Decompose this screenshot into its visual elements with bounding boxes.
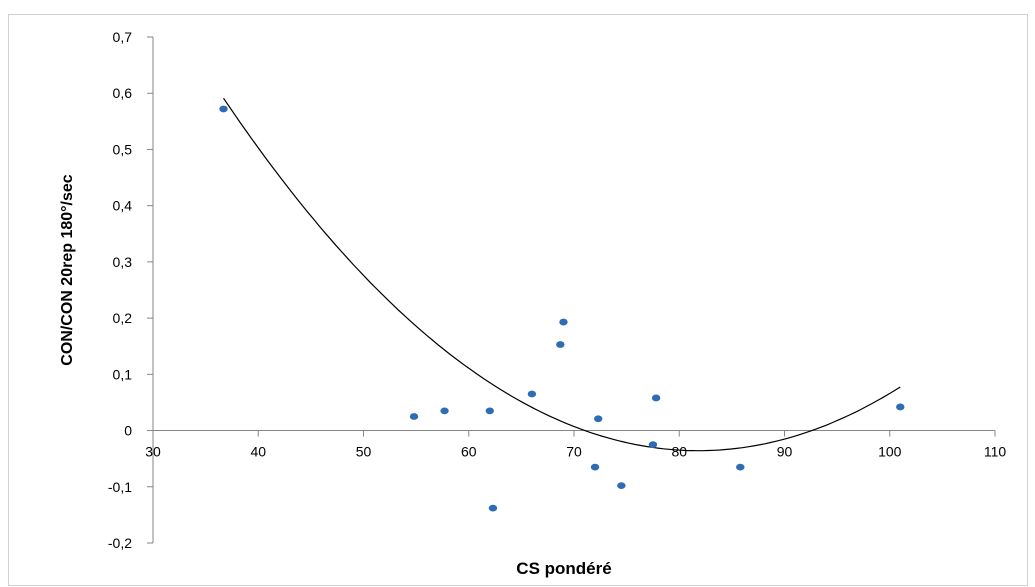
y-tick-label: 0,3 [113,254,133,270]
trendline-group [223,97,901,452]
y-tick-label: -0,2 [108,535,132,551]
y-tick-label: 0,7 [113,29,133,45]
y-tick-label: 0,5 [113,141,133,157]
data-point [485,407,494,415]
x-tick-label: 70 [566,444,582,460]
x-tick-label: 50 [356,444,372,460]
y-tick-label: -0,1 [108,479,132,495]
data-point [594,415,603,423]
x-tick-label: 100 [878,444,902,460]
x-tick-label: 110 [984,444,1007,460]
data-point [219,105,228,113]
x-tick-label: 40 [250,444,266,460]
x-axis-title: CS pondéré [516,559,611,578]
data-point [488,504,498,512]
data-point [409,413,419,420]
y-axis: -0,2 -0,1 0 0,1 0,2 0,3 0,4 0,5 0,6 0,7 [108,29,154,551]
x-tick-label: 90 [777,444,793,460]
y-tick-label: 0,1 [113,366,133,382]
data-points [219,105,905,512]
y-axis-title: CON/CON 20rep 180°/sec [59,174,76,365]
data-point [440,407,449,415]
y-tick-label: 0 [124,423,132,439]
data-point [648,441,658,449]
y-tick-label: 0,4 [113,198,133,214]
y-tick-label: 0,2 [113,310,133,326]
x-tick-label: 80 [671,444,687,460]
x-tick-label: 60 [461,444,477,460]
data-point [556,341,565,348]
data-point [590,463,600,471]
trendline [223,97,901,452]
data-point [896,403,905,411]
x-axis: 30 40 50 60 70 80 90 100 110 [145,430,1007,460]
data-point [617,482,626,490]
y-tick-label: 0,6 [113,85,133,101]
data-point [651,394,661,402]
data-point [527,390,537,398]
data-point [736,463,745,471]
chart-frame [8,14,1028,586]
data-point [559,318,568,326]
